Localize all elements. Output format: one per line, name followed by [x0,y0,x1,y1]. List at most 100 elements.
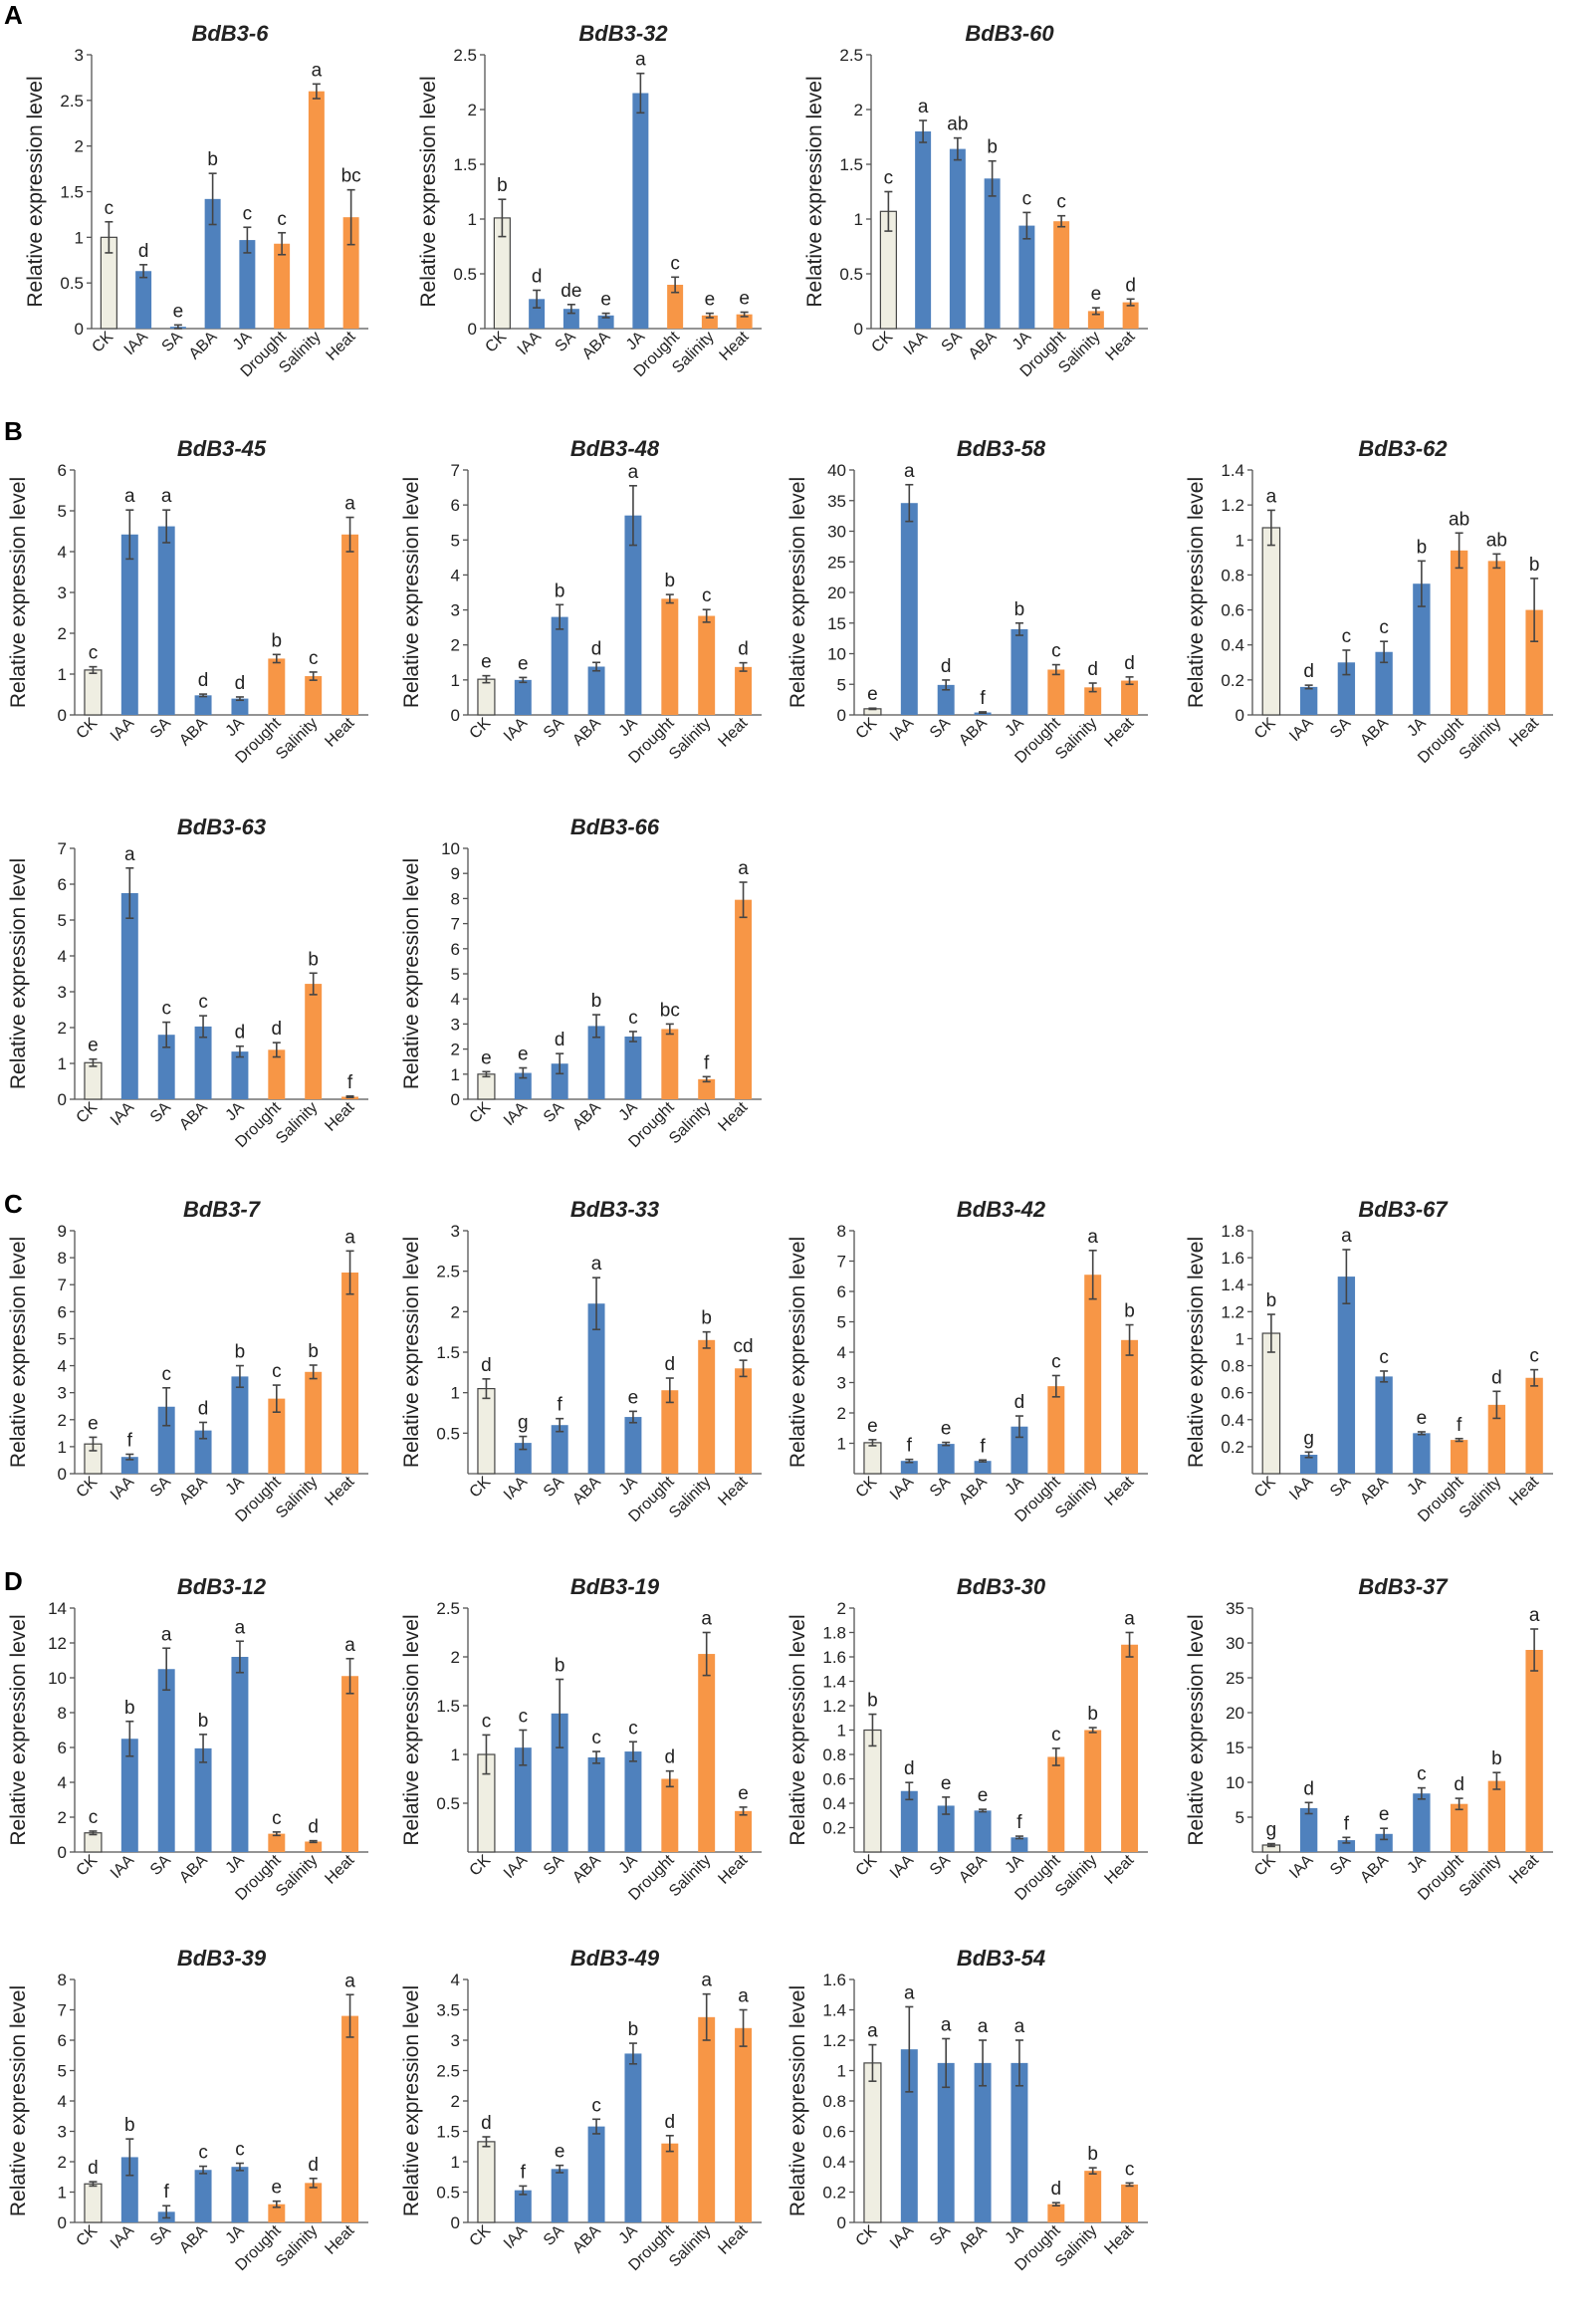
significance-label: f [980,1436,986,1457]
y-tick-label: 7 [837,1253,846,1272]
significance-label: f [164,2182,170,2203]
significance-label: f [704,1052,710,1073]
y-tick-label: 1 [1236,1329,1244,1348]
y-tick-label: 0 [451,706,460,725]
y-tick-label: 2.5 [436,2062,460,2081]
significance-label: e [88,1036,99,1056]
significance-label: b [1124,1301,1135,1322]
significance-label: a [1341,1226,1352,1247]
x-tick-label: ABA [1357,715,1392,750]
bar-salinity [1084,1275,1102,1474]
chart-bdb3-33: BdB3-33 Relative expression level 0.5 1 1.5 2… [400,1197,762,1525]
x-tick-label: JA [1404,715,1429,740]
x-tick-label: ABA [569,1099,604,1134]
bar-drought [268,1398,286,1474]
y-tick-label: 1.2 [1221,496,1244,515]
x-tick-label: Salinity [666,1474,714,1521]
x-tick-label: JA [1003,1852,1027,1877]
y-tick-label: 2 [58,2153,67,2172]
significance-label: a [161,1624,172,1645]
significance-label: c [591,1728,601,1748]
significance-label: e [739,289,750,310]
y-tick-label: 3 [58,1384,67,1403]
significance-label: a [635,50,646,71]
bar-heat [1121,1644,1139,1852]
bar-heat [736,314,753,329]
significance-label: c [702,585,712,606]
y-tick-label: 1 [451,1384,460,1403]
bar-sa [949,148,966,329]
significance-label: c [161,999,171,1020]
x-tick-label: Salinity [1052,1852,1100,1900]
significance-label: c [198,2143,208,2164]
chart-title: BdB3-58 [957,436,1046,461]
y-tick-label: 0.4 [1221,636,1244,655]
significance-label: f [1016,1812,1022,1833]
x-tick-label: SA [927,715,954,742]
x-tick-label: Heat [1101,714,1137,750]
x-tick-label: JA [230,329,255,353]
bar-heat [735,899,753,1099]
significance-label: d [1125,275,1136,296]
significance-label: c [1056,192,1066,213]
bar-sa [157,1406,175,1474]
y-tick-label: 1.2 [822,2031,846,2050]
x-tick-label: Salinity [1052,1474,1100,1521]
y-tick-label: 0.4 [822,2153,846,2172]
bar-ja [1011,1426,1028,1474]
x-tick-label: IAA [121,329,151,358]
y-tick-label: 6 [451,496,460,515]
significance-label: a [904,1982,915,2003]
significance-label: c [628,1008,638,1029]
bar-drought [268,658,286,715]
bar-sa [937,1444,955,1474]
bar-salinity [305,1371,323,1474]
y-tick-label: 1 [854,210,863,229]
y-axis-label: Relative expression level [1185,1614,1208,1845]
bar-iaa [529,299,546,329]
bar-sa [551,1713,568,1852]
y-tick-label: 4 [58,543,67,562]
bar-aba [1375,651,1393,715]
significance-label: c [482,1711,492,1732]
bar-aba [587,1756,605,1852]
significance-label: d [138,241,149,262]
bar-iaa [514,2190,532,2222]
panel-letter-b: B [4,416,23,446]
x-tick-label: IAA [515,329,545,358]
significance-label: a [161,486,172,507]
bar-ja [231,698,249,715]
bar-sa [551,2169,568,2222]
y-axis-label: Relative expression level [400,1237,423,1468]
bar-drought [661,2143,679,2222]
x-tick-label: SA [927,2222,954,2249]
x-tick-label: CK [1251,1474,1279,1502]
y-tick-label: 35 [827,492,846,511]
bar-ck [84,2183,103,2223]
x-tick-label: Heat [322,1098,357,1134]
x-tick-label: ABA [176,715,211,750]
y-tick-label: 30 [1226,1634,1244,1653]
significance-label: b [1087,1704,1098,1725]
bar-aba [974,1810,992,1852]
significance-label: e [272,2178,283,2199]
x-tick-label: CK [74,2222,102,2250]
y-tick-label: 4 [58,2092,67,2111]
x-tick-label: SA [147,1852,174,1879]
significance-label: d [198,670,209,691]
bar-iaa [514,1072,532,1099]
bar-drought [1047,2204,1065,2222]
bar-ck [863,2062,882,2223]
y-tick-label: 1.4 [822,1673,846,1692]
y-tick-label: 1.5 [436,1343,460,1362]
bar-aba [587,2126,605,2222]
significance-label: e [941,1773,952,1794]
y-tick-label: 1.5 [436,2123,460,2142]
y-tick-label: 2 [451,1302,460,1321]
chart-bdb3-63: BdB3-63 Relative expression level 0 1 2 3 4 5 6 7… [7,814,368,1151]
bar-sa [1337,1277,1356,1474]
x-tick-label: Heat [1506,1851,1542,1887]
significance-label: d [481,2113,492,2134]
x-tick-label: ABA [956,1474,991,1509]
bar-heat [1121,1339,1139,1474]
